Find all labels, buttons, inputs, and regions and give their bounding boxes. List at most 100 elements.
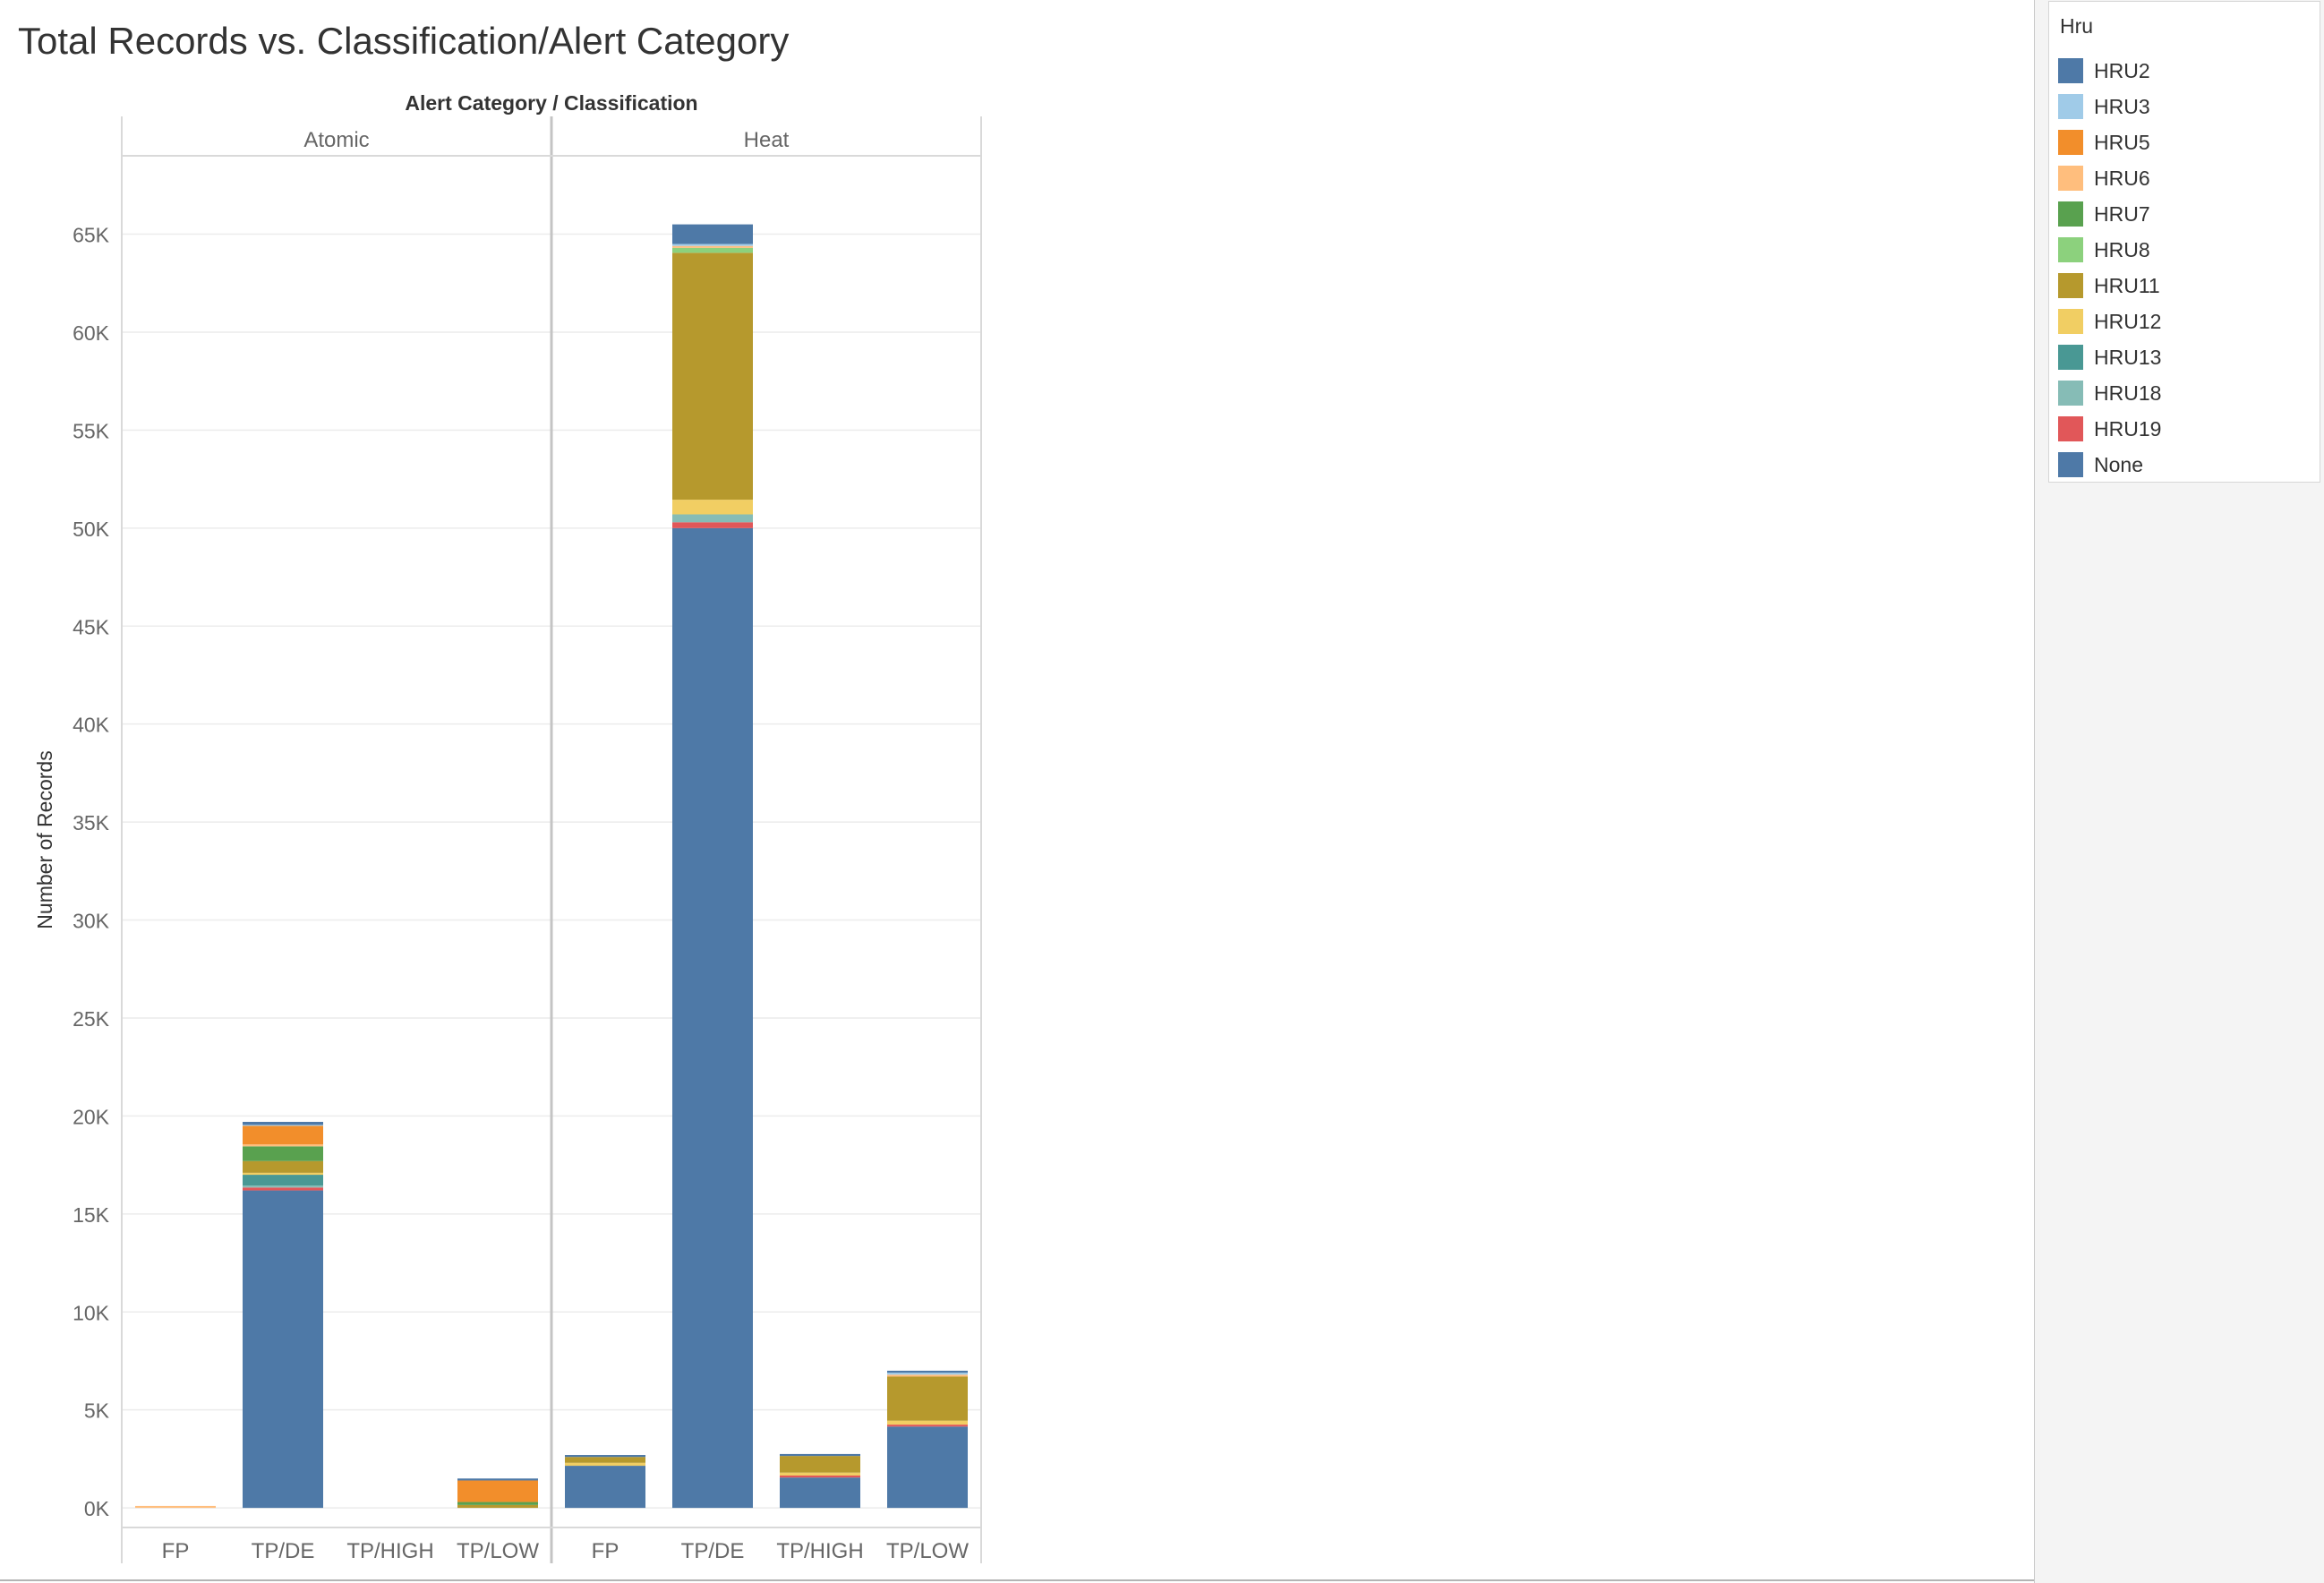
x-tick-label: FP [162,1539,190,1563]
legend-swatch [2058,309,2083,334]
legend-item-hru13[interactable]: HRU13 [2058,344,2161,371]
bar-segment-hru2[interactable] [780,1453,860,1457]
bar-segment-hru19[interactable] [672,522,753,528]
legend-item-hru12[interactable]: HRU12 [2058,308,2161,335]
column-header: Alert Category / Classification [405,91,697,115]
legend-swatch [2058,58,2083,83]
y-tick-label: 35K [73,811,110,834]
legend-item-none[interactable]: None [2058,451,2143,478]
bar-segment-hru19[interactable] [887,1425,968,1427]
legend-swatch [2058,381,2083,406]
bar-segment-hru2[interactable] [565,1455,645,1458]
legend-label: HRU3 [2094,94,2150,118]
legend-swatch [2058,416,2083,441]
bar-segment-hru2[interactable] [887,1370,968,1373]
legend-title: Hru [2060,14,2094,38]
legend-label: HRU19 [2094,416,2162,441]
bar-segment-hru12[interactable] [243,1172,323,1176]
bars [135,224,968,1509]
legend-label: HRU8 [2094,237,2150,261]
legend-label: HRU5 [2094,130,2150,154]
bar-segment-hru2[interactable] [243,1121,323,1125]
bar-segment-hru6[interactable] [887,1374,968,1377]
bar-segment-none[interactable] [887,1426,968,1509]
legend-label: HRU7 [2094,201,2150,226]
legend-swatch [2058,166,2083,191]
legend-item-hru5[interactable]: HRU5 [2058,129,2150,156]
x-tick-label: TP/HIGH [776,1539,863,1563]
bar-segment-hru3[interactable] [243,1124,323,1126]
x-tick-label: TP/DE [681,1539,745,1563]
y-tick-label: 0K [84,1497,110,1520]
legend-swatch [2058,130,2083,155]
legend-item-hru11[interactable]: HRU11 [2058,272,2160,299]
legend-item-hru3[interactable]: HRU3 [2058,93,2150,120]
bar-segment-none[interactable] [672,527,753,1509]
y-tick-label: 45K [73,615,110,638]
stacked-bar-chart: 0K 5K 10K 15K 20K 25K 30K 35K 40K 45K 50K 55K 60K 65K… [33,91,982,1563]
bar-segment-hru6[interactable] [135,1505,216,1509]
bar-segment-hru3[interactable] [887,1373,968,1375]
y-tick-label: 65K [73,224,110,247]
legend-item-hru7[interactable]: HRU7 [2058,201,2150,227]
bar-segment-hru19[interactable] [243,1187,323,1191]
legend-swatch [2058,345,2083,370]
y-tick-label: 15K [73,1203,110,1227]
legend-item-hru19[interactable]: HRU19 [2058,415,2161,442]
bar-segment-hru12[interactable] [887,1420,968,1425]
x-tick-label: TP/LOW [457,1539,539,1563]
bar-segment-hru12[interactable] [672,500,753,515]
bar-segment-hru12[interactable] [565,1462,645,1467]
y-tick-label: 20K [73,1105,110,1128]
bar-segment-hru8[interactable] [672,247,753,253]
bottom-divider [0,1579,2034,1581]
bar-segment-hru11[interactable] [565,1457,645,1463]
legend-label: None [2094,452,2143,476]
bar-segment-hru11[interactable] [457,1504,538,1509]
bar-segment-hru6[interactable] [243,1144,323,1147]
bar-segment-hru11[interactable] [887,1376,968,1421]
legend-item-hru6[interactable]: HRU6 [2058,165,2150,192]
legend-label: HRU13 [2094,345,2162,369]
legend-label: HRU11 [2094,273,2160,297]
bar-segment-hru18[interactable] [243,1185,323,1188]
bar-segment-hru11[interactable] [780,1456,860,1473]
pane-header-heat: Heat [744,128,790,152]
bar-segment-hru2[interactable] [457,1478,538,1481]
y-tick-label: 25K [73,1007,110,1031]
bar-segment-hru18[interactable] [672,514,753,523]
legend-item-hru18[interactable]: HRU18 [2058,380,2161,406]
bar-segment-none[interactable] [565,1466,645,1509]
bar-segment-hru5[interactable] [243,1125,323,1145]
y-tick-label: 60K [73,321,110,345]
legend-label: HRU12 [2094,309,2162,333]
y-tick-label: 50K [73,518,110,541]
x-tick-label: FP [592,1539,619,1563]
chart-labels: 0K 5K 10K 15K 20K 25K 30K 35K 40K 45K 50K 55K 60K 65K… [33,91,969,1563]
pane-frame [121,116,982,1563]
legend-item-hru2[interactable]: HRU2 [2058,57,2150,84]
legend-item-hru8[interactable]: HRU8 [2058,236,2150,263]
y-tick-label: 5K [84,1399,110,1423]
legend[interactable]: Hru HRU2 HRU3 HRU5 HRU6 HRU7 HRU8 HRU11 HRU12 HR… [2048,1,2320,483]
bar-segment-hru13[interactable] [243,1175,323,1186]
y-axis-label: Number of Records [33,750,56,928]
bar-segment-hru3[interactable] [672,244,753,246]
x-tick-label: TP/DE [252,1539,315,1563]
legend-label: HRU6 [2094,166,2150,190]
legend-label: HRU18 [2094,381,2162,405]
bar-segment-hru7[interactable] [243,1146,323,1161]
bar-segment-none[interactable] [243,1190,323,1509]
bar-segment-hru11[interactable] [672,252,753,501]
bar-segment-hru11[interactable] [243,1160,323,1173]
x-tick-label: TP/HIGH [346,1539,433,1563]
bar-segment-hru7[interactable] [457,1502,538,1505]
y-tick-label: 40K [73,714,110,737]
y-tick-label: 30K [73,910,110,933]
bar-segment-hru6[interactable] [672,245,753,248]
bar-segment-none[interactable] [780,1477,860,1509]
bar-segment-hru12[interactable] [780,1472,860,1476]
bar-segment-hru5[interactable] [457,1480,538,1502]
bar-segment-hru2[interactable] [672,224,753,244]
bar-segment-hru19[interactable] [780,1476,860,1478]
